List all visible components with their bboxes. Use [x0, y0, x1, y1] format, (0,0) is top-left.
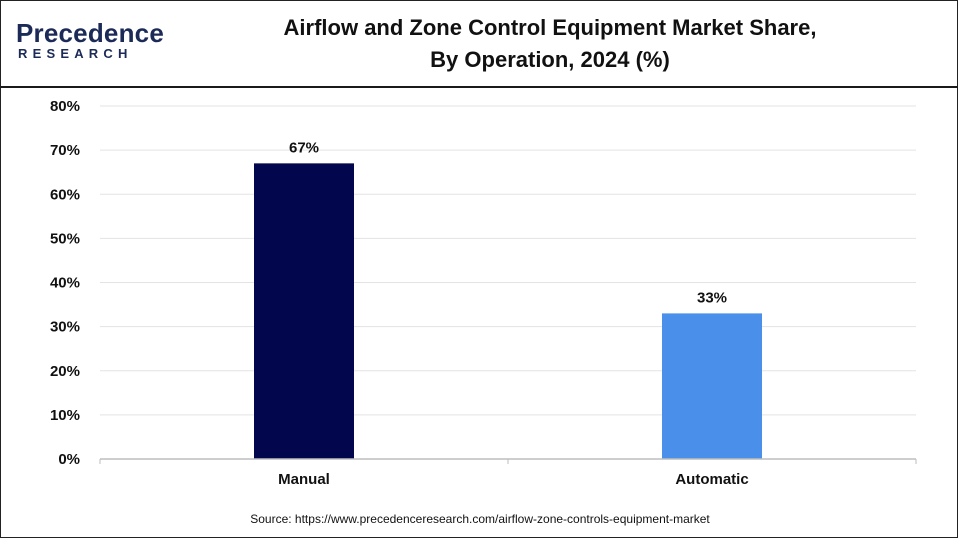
- bar-manual: [254, 163, 354, 460]
- y-tick-label: 30%: [50, 319, 80, 336]
- chart-title: Airflow and Zone Control Equipment Marke…: [190, 12, 910, 76]
- y-tick-label: 0%: [58, 451, 80, 468]
- y-tick-label: 20%: [50, 363, 80, 380]
- logo-subtitle: RESEARCH: [18, 46, 133, 61]
- grid-layer: [100, 105, 916, 416]
- y-tick-label: 70%: [50, 142, 80, 159]
- y-tick-label: 80%: [50, 98, 80, 115]
- axis-layer: 0% 10% 20% 30% 40% 50% 60% 70% 80% Manual Automati…: [50, 98, 917, 488]
- x-tick-label: Manual: [278, 471, 330, 488]
- chart-title-line-1: Airflow and Zone Control Equipment Marke…: [283, 15, 817, 40]
- data-label: 67%: [289, 139, 319, 156]
- header-divider: [0, 86, 958, 88]
- source-note: Source: https://www.precedenceresearch.c…: [250, 512, 710, 526]
- bar-automatic: [662, 313, 762, 459]
- y-tick-label: 50%: [50, 230, 80, 247]
- brand-logo: Precedence RESEARCH: [16, 18, 166, 68]
- chart-title-line-2: By Operation, 2024 (%): [430, 47, 670, 72]
- y-tick-label: 60%: [50, 186, 80, 203]
- header: Precedence RESEARCH Airflow and Zone Con…: [0, 0, 958, 86]
- bar-layer: 67% 33%: [254, 139, 762, 460]
- logo-wordmark: Precedence: [16, 18, 164, 48]
- y-tick-label: 10%: [50, 407, 80, 424]
- data-label: 33%: [697, 289, 727, 306]
- y-tick-label: 40%: [50, 275, 80, 292]
- x-tick-label: Automatic: [675, 471, 748, 488]
